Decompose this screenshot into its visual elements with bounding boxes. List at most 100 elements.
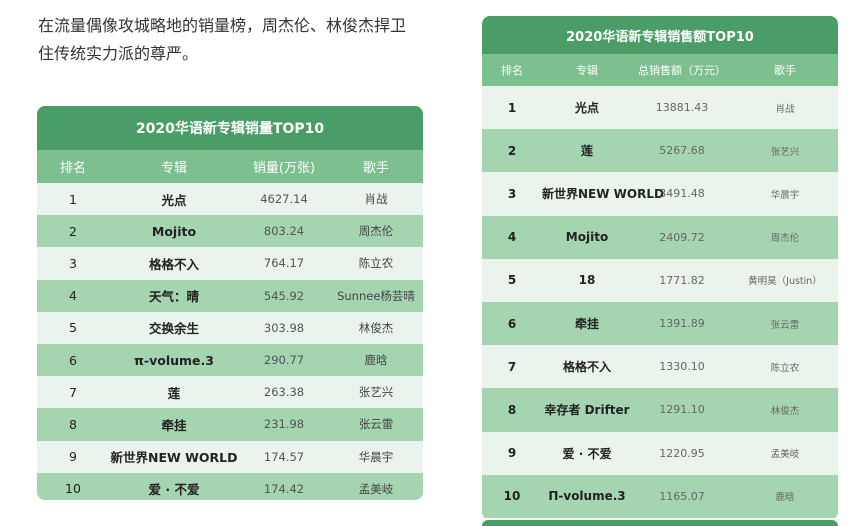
artist-cell: Sunnee杨芸晴 xyxy=(337,288,415,303)
album-cell: 牵挂 xyxy=(574,317,599,332)
artist-cell: 张艺兴 xyxy=(358,385,394,400)
value-cell: 174.42 xyxy=(263,481,305,496)
table-row: 3 格格不入 764.17 陈立农 xyxy=(37,247,423,280)
album-cell: 格格不入 xyxy=(562,360,611,375)
artist-cell: 陈立农 xyxy=(770,362,800,374)
artist-cell: 张云雷 xyxy=(358,417,394,432)
value-cell: 231.98 xyxy=(263,417,305,432)
artist-cell: 陈立农 xyxy=(358,256,394,271)
value-cell: 13881.43 xyxy=(655,101,709,115)
value-cell: 1291.10 xyxy=(659,403,705,417)
album-cell: Π-volume.3 xyxy=(548,489,626,504)
sales-volume-table: 2020华语新专辑销量TOP10 排名 专辑 销量(万张) 歌手 1 光点 4627… xyxy=(37,106,423,500)
table-row: 10 爱 · 不爱 174.42 孟美岐 xyxy=(37,472,423,500)
album-cell: 爱 · 不爱 xyxy=(562,446,612,461)
rank-cell: 3 xyxy=(69,255,77,271)
artist-cell: 肖战 xyxy=(775,103,795,115)
rank-cell: 2 xyxy=(69,223,77,239)
artist-cell: 黄明昊（Justin） xyxy=(748,276,822,288)
artist-cell: 孟美岐 xyxy=(358,481,394,496)
table-row: 9 新世界NEW WORLD 174.57 华晨宇 xyxy=(37,440,423,473)
value-cell: 5267.68 xyxy=(659,144,705,158)
header-rank: 排名 xyxy=(501,64,523,77)
artist-cell: 周杰伦 xyxy=(770,233,800,245)
album-cell: π-volume.3 xyxy=(134,352,214,368)
table-body: 1 光点 4627.14 肖战 2 Mojito 803.24 周杰伦 3 格格不入 764.17 陈… xyxy=(37,183,423,500)
rank-cell: 9 xyxy=(69,449,77,465)
album-cell: 交换余生 xyxy=(148,321,199,337)
table-row: 8 牵挂 231.98 张云雷 xyxy=(37,408,423,441)
header-revenue: 总销售额（万元） xyxy=(638,64,726,77)
album-cell: Mojito xyxy=(565,230,609,245)
artist-cell: 林俊杰 xyxy=(770,405,800,417)
rank-cell: 8 xyxy=(507,402,517,417)
header-sales: 销量(万张) xyxy=(252,161,316,176)
table-row: 1 光点 13881.43 肖战 xyxy=(482,86,838,130)
value-cell: 1220.95 xyxy=(659,446,705,460)
rank-cell: 7 xyxy=(69,384,77,400)
table-header-row: 排名 专辑 总销售额（万元） 歌手 xyxy=(482,54,838,86)
album-cell: 莲 xyxy=(580,144,593,159)
table-row: 4 天气：晴 545.92 Sunnee杨芸晴 xyxy=(37,279,423,312)
album-cell: 幸存者 Drifter xyxy=(544,403,630,418)
intro-line-2: 住传统实力派的尊严。 xyxy=(38,44,199,63)
table-row: 6 π-volume.3 290.77 鹿晗 xyxy=(37,343,423,377)
table-row: 10 Π-volume.3 1165.07 鹿晗 xyxy=(482,474,838,518)
value-cell: 1771.82 xyxy=(659,273,705,287)
rank-cell: 9 xyxy=(507,446,517,461)
album-cell: 新世界NEW WORLD xyxy=(110,450,238,466)
sales-revenue-table: 2020华语新专辑销售额TOP10 排名 专辑 总销售额（万元） 歌手 1 光点 1… xyxy=(482,16,838,520)
table-row: 6 牵挂 1391.89 张云雷 xyxy=(482,301,838,346)
table-row: 7 莲 263.38 张艺兴 xyxy=(37,376,423,409)
value-cell: 4627.14 xyxy=(260,192,308,207)
value-cell: 1165.07 xyxy=(659,489,705,503)
value-cell: 174.57 xyxy=(263,449,305,464)
artist-cell: 肖战 xyxy=(364,192,388,207)
header-album: 专辑 xyxy=(576,64,598,77)
value-cell: 263.38 xyxy=(263,385,305,400)
header-rank: 排名 xyxy=(59,161,86,176)
rank-cell: 4 xyxy=(507,230,517,245)
value-cell: 3491.48 xyxy=(659,187,705,201)
header-artist: 歌手 xyxy=(362,161,389,176)
album-cell: 光点 xyxy=(161,192,187,208)
rank-cell: 1 xyxy=(507,100,517,115)
table-row: 4 Mojito 2409.72 周杰伦 xyxy=(482,215,838,259)
table-row: 5 交换余生 303.98 林俊杰 xyxy=(37,311,423,344)
album-cell: 新世界NEW WORLD xyxy=(542,187,664,202)
artist-cell: 周杰伦 xyxy=(358,224,394,239)
album-cell: Mojito xyxy=(151,223,197,239)
value-cell: 803.24 xyxy=(263,224,305,239)
table-row: 1 光点 4627.14 肖战 xyxy=(37,183,423,216)
album-cell: 莲 xyxy=(167,385,181,401)
value-cell: 2409.72 xyxy=(659,230,705,244)
rank-cell: 5 xyxy=(69,320,77,336)
value-cell: 1330.10 xyxy=(659,360,705,374)
rank-cell: 6 xyxy=(69,352,77,368)
album-cell: 天气：晴 xyxy=(148,289,199,305)
rank-cell: 1 xyxy=(69,191,77,207)
table-row: 2 Mojito 803.24 周杰伦 xyxy=(37,215,423,248)
table-row: 3 新世界NEW WORLD 3491.48 华晨宇 xyxy=(482,172,838,216)
album-cell: 光点 xyxy=(574,101,599,116)
table-header-row: 排名 专辑 销量(万张) 歌手 xyxy=(37,150,423,183)
next-table-edge xyxy=(482,520,838,526)
rank-cell: 7 xyxy=(507,359,517,374)
table-row: 7 格格不入 1330.10 陈立农 xyxy=(482,345,838,389)
table-row: 9 爱 · 不爱 1220.95 孟美岐 xyxy=(482,431,838,475)
table-row: 2 莲 5267.68 张艺兴 xyxy=(482,129,838,173)
table-row: 8 幸存者 Drifter 1291.10 林俊杰 xyxy=(482,388,838,432)
album-cell: 18 xyxy=(578,273,596,288)
rank-cell: 10 xyxy=(65,481,81,497)
value-cell: 1391.89 xyxy=(659,317,705,331)
artist-cell: 张艺兴 xyxy=(770,146,800,158)
header-artist: 歌手 xyxy=(774,64,796,77)
value-cell: 764.17 xyxy=(263,256,305,271)
intro-paragraph: 在流量偶像攻城略地的销量榜，周杰伦、林俊杰捍卫 住传统实力派的尊严。 xyxy=(38,12,438,68)
album-cell: 爱 · 不爱 xyxy=(148,482,200,498)
artist-cell: 华晨宇 xyxy=(770,189,800,201)
artist-cell: 林俊杰 xyxy=(358,320,394,335)
rank-cell: 2 xyxy=(507,143,517,158)
rank-cell: 8 xyxy=(69,416,77,432)
artist-cell: 孟美岐 xyxy=(770,449,800,461)
